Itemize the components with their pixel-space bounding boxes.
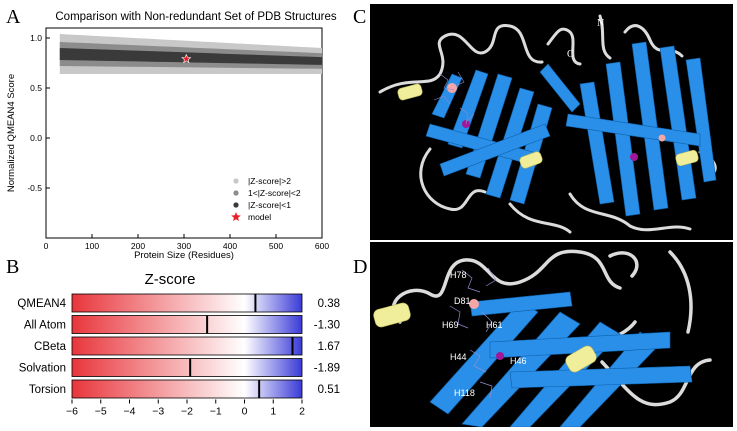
zscore-bar-background	[71, 358, 303, 377]
legend-marker	[233, 178, 239, 184]
band-group	[59, 34, 323, 74]
zscore-x-tick-label: −3	[152, 406, 164, 418]
beta-strands-d	[429, 291, 693, 427]
x-tick-label: 300	[177, 241, 191, 251]
panel-letter-a: A	[6, 6, 21, 28]
residue-label: D81	[454, 296, 471, 306]
panel-letter-c: C	[353, 6, 367, 28]
panel-letter-b: B	[6, 256, 20, 278]
zscore-x-axis: −6 −5 −4 −3 −2 −1 0 1 2	[66, 399, 305, 418]
zscore-value-label: 0.51	[318, 384, 340, 396]
residue-label: H78	[450, 270, 467, 280]
zscore-bar-background	[71, 293, 303, 313]
y-tick-label: 0.5	[30, 83, 42, 93]
panel-letter-d: D	[353, 256, 368, 278]
zscore-rows: QMEAN4 0.38 All Atom -1.30 CBeta 1.67 Solvatio…	[17, 293, 340, 399]
x-axis: 0 100 200 300 400 500 600	[44, 234, 329, 251]
scatter-chart: Comparison with Non-redundant Set of PDB…	[6, 11, 337, 261]
zscore-value-label: -1.89	[314, 363, 340, 375]
y-tick-label: -0.5	[27, 183, 42, 193]
zscore-category-label: QMEAN4	[17, 298, 66, 310]
helices-d	[373, 302, 597, 373]
y-tick-label: 0.0	[30, 133, 42, 143]
zscore-value-label: 1.67	[318, 341, 340, 353]
zscore-x-tick-label: 1	[270, 406, 276, 418]
zscore-chart: Z-score QMEAN4 0.38 All Atom -1.30 CBeta 1.67…	[17, 271, 340, 418]
model-marker-group	[181, 53, 192, 64]
legend: |Z-score|>2 1<|Z-score|<2 |Z-score|<1 model	[231, 176, 301, 222]
copper-ion-c1	[447, 83, 457, 93]
zscore-bar-background	[71, 379, 303, 399]
zscore-x-tick-label: −6	[66, 406, 78, 418]
x-axis-label: Protein Size (Residues)	[134, 250, 234, 261]
legend-label: model	[248, 212, 271, 222]
residue-label: H69	[442, 320, 459, 330]
legend-marker	[233, 202, 239, 208]
residue-label: H46	[510, 356, 527, 366]
protein-structure-d: H78 D81 H69 H61 H44 H46 H118	[370, 242, 733, 427]
model-marker	[181, 53, 192, 64]
helices	[397, 83, 699, 169]
zscore-category-label: CBeta	[34, 341, 67, 353]
zscore-value-label: 0.38	[318, 298, 340, 310]
x-tick-label: 200	[131, 241, 145, 251]
legend-label: |Z-score|>2	[248, 176, 291, 186]
beta-strands-right	[539, 41, 717, 217]
x-tick-label: 500	[269, 241, 283, 251]
legend-marker	[231, 212, 241, 221]
zscore-bar-background	[71, 315, 303, 334]
residue-label: H61	[486, 320, 503, 330]
y-axis: -0.5 0.0 0.5 1.0	[27, 33, 50, 193]
residue-labels: H78 D81 H69 H61 H44 H46 H118	[442, 270, 527, 398]
legend-label: 1<|Z-score|<2	[248, 188, 301, 198]
zscore-title: Z-score	[145, 271, 196, 288]
zscore-x-tick-label: 0	[242, 406, 248, 418]
side-chains-d	[449, 267, 497, 399]
protein-structure-c: N C	[370, 4, 733, 240]
x-tick-label: 600	[315, 241, 329, 251]
zscore-x-tick-label: −1	[210, 406, 222, 418]
x-tick-label: 100	[85, 241, 99, 251]
n-terminus-label: N	[597, 18, 604, 29]
beta-strands-left	[425, 69, 553, 205]
copper-ion-d	[469, 299, 479, 309]
chart-title: Comparison with Non-redundant Set of PDB…	[55, 11, 336, 23]
panel-divider	[370, 240, 733, 242]
side-chains-c	[433, 71, 475, 125]
zscore-value-label: -1.30	[314, 320, 340, 332]
copper-ion-c2	[658, 134, 666, 142]
zinc-ion-c2	[630, 153, 638, 161]
zscore-x-tick-label: −5	[95, 406, 107, 418]
residue-label: H118	[454, 388, 475, 398]
zscore-bar-background	[71, 336, 303, 356]
score-band	[59, 48, 323, 65]
y-axis-label: Normalized QMEAN4 Score	[6, 74, 17, 192]
x-tick-label: 0	[44, 241, 49, 251]
zscore-category-label: Torsion	[29, 384, 66, 396]
legend-marker	[233, 190, 239, 196]
zscore-x-tick-label: −4	[124, 406, 136, 418]
zscore-x-tick-label: −2	[181, 406, 193, 418]
legend-label: |Z-score|<1	[248, 200, 291, 210]
zscore-category-label: Solvation	[19, 363, 66, 375]
x-tick-label: 400	[223, 241, 237, 251]
zscore-x-tick-label: 2	[299, 406, 305, 418]
residue-label: H44	[450, 352, 467, 362]
zinc-ion-d	[496, 352, 504, 360]
c-terminus-label: C	[567, 49, 574, 60]
y-tick-label: 1.0	[30, 33, 42, 43]
zscore-category-label: All Atom	[24, 320, 66, 332]
